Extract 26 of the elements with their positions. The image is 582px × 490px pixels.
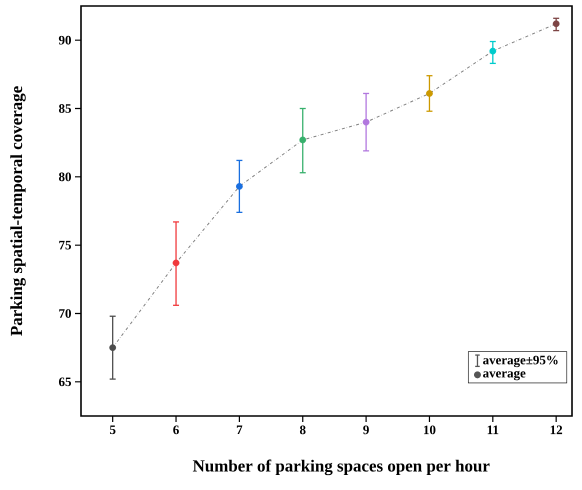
y-tick-label: 80 [58,172,71,182]
point [172,260,180,266]
x-tick-label: 6 [173,426,179,434]
point [426,90,433,97]
legend-label: average [483,370,526,380]
x-tick-label: 5 [110,426,116,434]
x-axis-title: Number of parking spaces open per hour [192,460,490,476]
y-tick-label: 70 [59,309,71,318]
point [362,118,370,126]
point [552,20,560,28]
point [109,344,116,352]
point [299,136,306,144]
y-tick-label: 85 [58,104,72,113]
point [236,183,243,190]
x-tick-label: 8 [300,426,306,434]
annotation: average±95% [483,356,558,368]
point [489,48,496,54]
y-tick-label: 90 [58,36,71,45]
x-tick-label: 7 [236,426,242,434]
x-tick-label: 12 [550,426,562,434]
y-tick-label: 75 [59,240,72,250]
y-tick-label: 65 [58,377,72,386]
x-tick-label: 9 [363,426,369,434]
y-axis-title: Parking spatial-temporal coverage [10,86,26,336]
x-tick-label: 10 [424,426,436,434]
x-tick-label: 11 [488,426,498,434]
